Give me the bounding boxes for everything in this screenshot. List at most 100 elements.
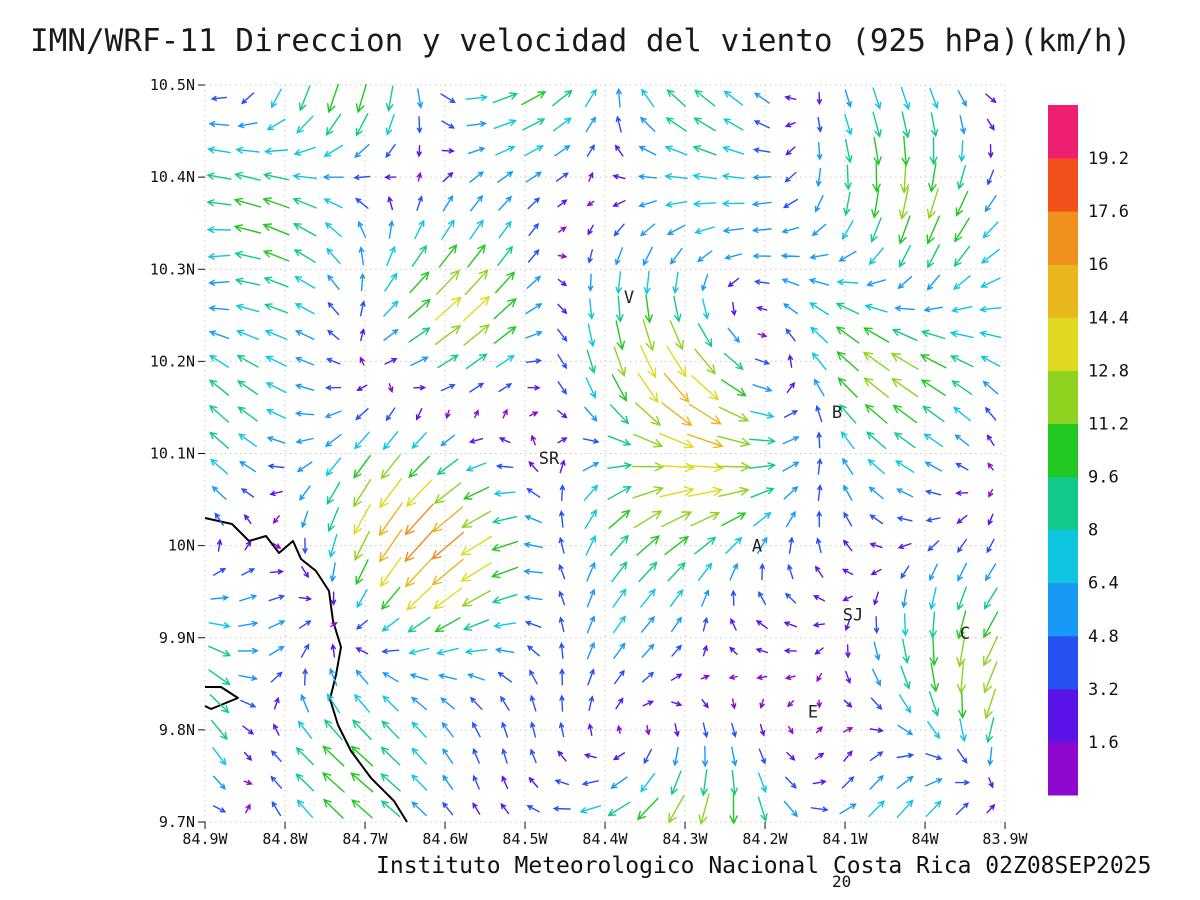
wind-arrow bbox=[870, 697, 883, 711]
wind-arrow bbox=[436, 458, 459, 476]
colorbar-segment bbox=[1048, 105, 1078, 159]
wind-arrow bbox=[272, 515, 280, 525]
wind-arrow bbox=[529, 411, 539, 417]
wind-arrow bbox=[472, 747, 480, 764]
wind-arrow bbox=[844, 113, 853, 136]
wind-arrow bbox=[501, 748, 508, 764]
wind-arrow bbox=[782, 461, 800, 472]
station-label: B bbox=[832, 403, 842, 423]
wind-arrow bbox=[411, 774, 428, 791]
wind-arrow bbox=[661, 511, 693, 528]
wind-arrow bbox=[211, 485, 227, 500]
wind-arrow bbox=[659, 433, 695, 449]
wind-arrow bbox=[493, 490, 516, 497]
wind-arrow bbox=[817, 116, 823, 133]
wind-arrow bbox=[815, 404, 823, 423]
wind-arrow bbox=[417, 88, 424, 109]
wind-arrow bbox=[664, 173, 688, 180]
wind-arrow bbox=[382, 431, 399, 451]
wind-arrow bbox=[465, 462, 487, 472]
wind-arrow bbox=[839, 404, 857, 424]
wind-arrow bbox=[463, 486, 490, 500]
lon-tick-label: 84.5W bbox=[502, 830, 548, 848]
wind-arrow bbox=[322, 174, 344, 181]
wind-arrow bbox=[897, 542, 912, 549]
wind-arrow bbox=[835, 302, 860, 315]
wind-arrow bbox=[445, 409, 451, 420]
wind-arrow bbox=[384, 174, 397, 180]
wind-arrow bbox=[843, 191, 851, 217]
wind-arrow bbox=[702, 644, 708, 657]
wind-arrow bbox=[586, 588, 596, 608]
wind-arrow bbox=[731, 722, 737, 738]
wind-arrow bbox=[896, 799, 914, 818]
wind-arrow bbox=[585, 534, 596, 556]
wind-arrow bbox=[817, 483, 823, 502]
wind-arrow bbox=[722, 227, 744, 234]
wind-arrow bbox=[525, 303, 543, 315]
wind-arrow bbox=[670, 770, 682, 796]
colorbar-segment bbox=[1048, 370, 1078, 424]
wind-arrow bbox=[814, 565, 824, 578]
wind-arrow bbox=[404, 529, 434, 563]
wind-arrow bbox=[730, 770, 738, 796]
wind-arrow bbox=[294, 330, 315, 340]
wind-arrow bbox=[980, 355, 1001, 367]
wind-arrow bbox=[930, 112, 939, 138]
wind-arrow bbox=[386, 245, 396, 266]
wind-arrow bbox=[615, 271, 623, 295]
wind-arrow bbox=[929, 587, 937, 611]
wind-arrow bbox=[814, 647, 824, 655]
wind-arrow bbox=[873, 136, 882, 166]
wind-arrow bbox=[979, 306, 1002, 313]
wind-arrow bbox=[730, 589, 737, 606]
wind-arrow bbox=[266, 436, 286, 444]
wind-arrow bbox=[607, 435, 632, 446]
wind-arrow bbox=[298, 85, 311, 112]
wind-arrow bbox=[378, 502, 403, 537]
wind-arrow bbox=[442, 801, 454, 816]
wind-arrow bbox=[467, 243, 486, 268]
lat-tick-label: 10.2N bbox=[150, 352, 195, 370]
wind-arrow bbox=[209, 694, 230, 714]
wind-arrow bbox=[233, 197, 262, 208]
wind-arrow bbox=[894, 305, 915, 312]
wind-arrow bbox=[720, 379, 747, 397]
wind-arrow bbox=[234, 277, 261, 286]
wind-arrow bbox=[716, 462, 752, 472]
wind-arrow bbox=[674, 723, 680, 738]
wind-arrow bbox=[786, 751, 796, 761]
wind-arrow bbox=[751, 227, 772, 234]
wind-arrow bbox=[469, 171, 485, 183]
wind-arrow bbox=[607, 462, 633, 470]
wind-arrow bbox=[554, 779, 570, 786]
wind-arrow bbox=[957, 748, 968, 764]
wind-arrow bbox=[752, 174, 772, 181]
wind-arrow bbox=[385, 114, 395, 136]
wind-arrow bbox=[694, 348, 716, 375]
lat-tick-label: 10.5N bbox=[150, 76, 195, 94]
wind-arrow bbox=[959, 718, 967, 743]
wind-arrow bbox=[920, 379, 946, 396]
wind-arrow bbox=[927, 721, 941, 740]
wind-arrow bbox=[245, 803, 251, 814]
wind-arrow bbox=[583, 753, 597, 759]
lon-tick-label: 84.1W bbox=[822, 830, 868, 848]
wind-arrow bbox=[463, 324, 491, 346]
colorbar-label: 1.6 bbox=[1088, 733, 1119, 753]
wind-arrow bbox=[984, 195, 997, 213]
wind-arrow bbox=[440, 434, 455, 447]
wind-arrow bbox=[988, 777, 994, 789]
wind-arrow bbox=[410, 696, 428, 711]
wind-arrow bbox=[465, 94, 489, 101]
wind-arrow bbox=[843, 511, 853, 527]
wind-arrow bbox=[529, 694, 537, 712]
wind-arrow bbox=[270, 671, 283, 683]
wind-arrow bbox=[669, 247, 683, 265]
wind-arrow bbox=[208, 645, 232, 657]
wind-arrow bbox=[863, 327, 890, 343]
wind-arrow bbox=[928, 691, 940, 717]
wind-arrow bbox=[529, 669, 538, 685]
wind-arrow bbox=[294, 356, 315, 366]
wind-arrow bbox=[664, 145, 688, 156]
